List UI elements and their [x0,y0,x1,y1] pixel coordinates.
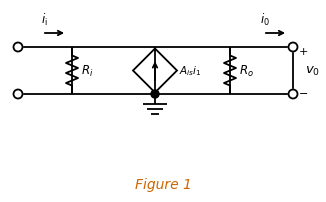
Text: $i_{\mathrm{i}}$: $i_{\mathrm{i}}$ [41,12,47,28]
Text: $+$: $+$ [298,46,308,57]
Circle shape [289,90,298,99]
Circle shape [151,90,159,99]
Text: $v_0$: $v_0$ [305,65,320,78]
Text: $i_{\mathrm{0}}$: $i_{\mathrm{0}}$ [260,12,270,28]
Text: $A_{is}i_1$: $A_{is}i_1$ [179,64,201,78]
Text: $R_i$: $R_i$ [81,64,94,79]
Text: Figure 1: Figure 1 [135,177,191,191]
Circle shape [13,43,22,52]
Circle shape [13,90,22,99]
Circle shape [289,43,298,52]
Text: $-$: $-$ [298,87,308,97]
Text: $R_o$: $R_o$ [239,64,254,79]
